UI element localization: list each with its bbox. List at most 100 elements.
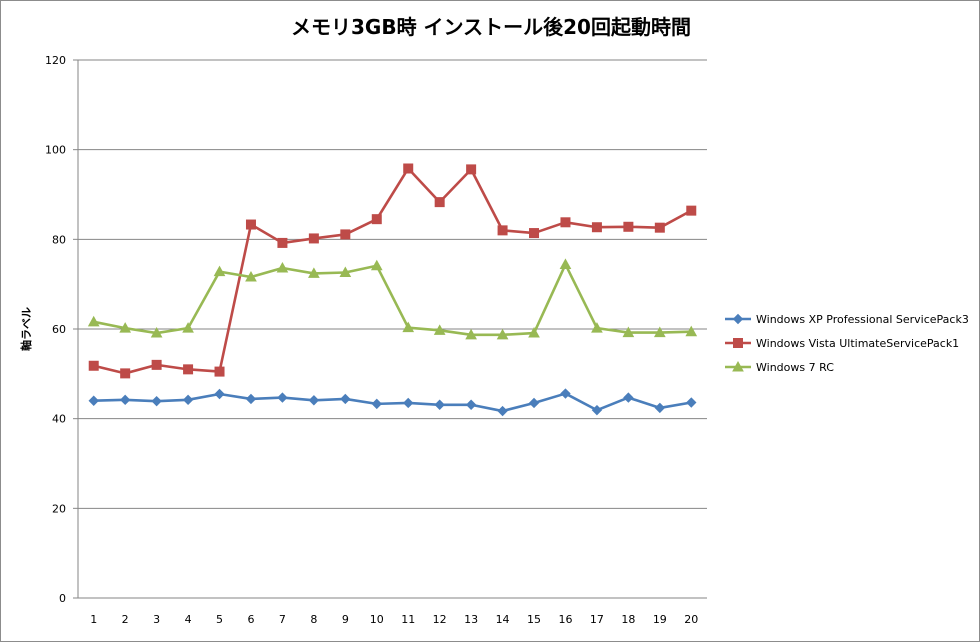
data-point	[732, 313, 744, 325]
data-point	[339, 266, 352, 278]
series-line	[92, 392, 693, 413]
x-tick-label: 4	[185, 613, 192, 626]
y-tick-label: 120	[45, 54, 66, 67]
data-point	[591, 222, 602, 233]
data-point	[686, 205, 697, 216]
series-line	[92, 263, 693, 337]
y-axis-ticks: 0 20 40 60 80 100 120	[45, 54, 78, 605]
data-point	[277, 237, 288, 248]
data-point	[403, 397, 414, 409]
data-point	[622, 326, 635, 338]
data-point	[733, 338, 743, 348]
data-point	[308, 267, 320, 278]
data-point	[465, 399, 477, 410]
data-point	[371, 214, 382, 225]
x-tick-label: 11	[401, 613, 415, 626]
data-point	[182, 394, 194, 406]
x-tick-label: 17	[590, 613, 604, 626]
y-tick-label: 60	[52, 323, 66, 336]
y-tick-label: 80	[52, 233, 66, 246]
data-point	[370, 259, 383, 271]
data-point	[403, 163, 414, 174]
data-point	[466, 164, 477, 175]
data-point	[119, 394, 131, 406]
data-point	[685, 325, 698, 337]
data-point	[591, 404, 603, 416]
data-point	[214, 366, 225, 377]
data-point	[151, 395, 162, 407]
data-point	[308, 395, 320, 406]
data-point	[528, 397, 540, 409]
data-point	[686, 397, 697, 408]
data-point	[213, 265, 226, 277]
y-tick-label: 20	[52, 502, 66, 515]
series-layer	[87, 163, 698, 417]
data-point	[560, 388, 571, 399]
data-point	[308, 233, 319, 244]
x-tick-label: 10	[370, 613, 384, 626]
y-tick-label: 0	[59, 592, 66, 605]
x-tick-label: 19	[653, 613, 667, 626]
data-point	[653, 326, 666, 338]
data-point	[183, 364, 194, 375]
data-point	[88, 360, 99, 371]
x-tick-label: 16	[558, 613, 572, 626]
legend-label: Windows XP Professional ServicePack3	[756, 313, 969, 326]
x-tick-label: 20	[684, 613, 698, 626]
data-point	[497, 225, 508, 236]
x-tick-label: 2	[122, 613, 129, 626]
data-point	[340, 393, 351, 405]
legend-label: Windows Vista UltimateServicePack1	[756, 337, 959, 350]
x-axis-ticks: 1 2 3 4 5 6 7 8 9 10 11 12 13 14 15 16 17 18 19 20	[90, 613, 698, 626]
data-point	[434, 197, 445, 208]
data-point	[276, 261, 289, 273]
data-point	[182, 322, 194, 333]
data-point	[591, 322, 603, 333]
data-point	[496, 328, 509, 340]
data-point	[120, 368, 131, 379]
y-axis-label: 軸ラベル	[19, 307, 33, 351]
gridlines	[77, 59, 707, 599]
x-tick-label: 9	[342, 613, 349, 626]
data-point	[654, 402, 666, 414]
data-point	[340, 229, 351, 240]
data-point	[529, 228, 540, 239]
data-point	[245, 270, 257, 282]
data-point	[560, 217, 571, 228]
x-tick-label: 1	[90, 613, 97, 626]
data-point	[402, 321, 415, 333]
data-point	[88, 395, 99, 406]
data-point	[87, 315, 100, 327]
data-point	[245, 219, 256, 230]
series-line	[92, 167, 693, 375]
data-point	[150, 327, 163, 338]
legend-label: Windows 7 RC	[756, 361, 834, 374]
x-tick-label: 6	[247, 613, 254, 626]
data-point	[732, 360, 744, 372]
data-point	[434, 399, 445, 410]
x-tick-label: 7	[279, 613, 286, 626]
y-tick-label: 40	[52, 413, 66, 426]
x-tick-label: 18	[621, 613, 635, 626]
data-point	[559, 258, 572, 269]
x-tick-label: 13	[464, 613, 478, 626]
x-tick-label: 15	[527, 613, 541, 626]
chart-title: メモリ3GB時 インストール後20回起動時間	[291, 15, 691, 39]
x-tick-label: 8	[310, 613, 317, 626]
data-point	[433, 324, 446, 335]
x-tick-label: 12	[433, 613, 447, 626]
data-point	[214, 388, 225, 400]
data-point	[371, 398, 382, 410]
x-tick-label: 14	[496, 613, 510, 626]
data-point	[497, 405, 508, 417]
data-point	[277, 392, 288, 403]
data-point	[623, 392, 634, 403]
data-point	[654, 222, 665, 233]
x-tick-label: 3	[153, 613, 160, 626]
x-tick-label: 5	[216, 613, 223, 626]
legend: Windows XP Professional ServicePack3 Wind…	[725, 313, 969, 374]
data-point	[151, 359, 162, 370]
y-tick-label: 100	[45, 144, 66, 157]
